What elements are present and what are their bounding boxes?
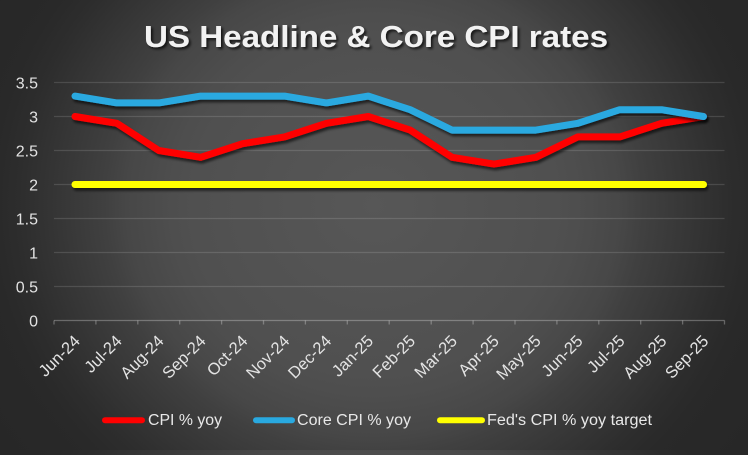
svg-text:0: 0 bbox=[29, 314, 38, 331]
svg-text:Aug-24: Aug-24 bbox=[117, 332, 167, 382]
svg-text:3.5: 3.5 bbox=[16, 76, 38, 93]
svg-text:Core CPI % yoy: Core CPI % yoy bbox=[297, 412, 411, 429]
svg-text:Mar-25: Mar-25 bbox=[411, 332, 461, 382]
svg-text:Fed's CPI % yoy target: Fed's CPI % yoy target bbox=[487, 412, 653, 429]
svg-text:CPI % yoy: CPI % yoy bbox=[148, 412, 222, 429]
svg-text:Nov-24: Nov-24 bbox=[243, 332, 293, 382]
svg-text:Sep-25: Sep-25 bbox=[662, 332, 712, 382]
svg-text:0.5: 0.5 bbox=[16, 280, 38, 297]
svg-text:1: 1 bbox=[29, 246, 38, 263]
svg-text:Jan-25: Jan-25 bbox=[329, 332, 377, 380]
svg-text:Dec-24: Dec-24 bbox=[285, 332, 335, 382]
svg-text:1.5: 1.5 bbox=[16, 212, 38, 229]
svg-text:3: 3 bbox=[29, 110, 38, 127]
svg-text:May-25: May-25 bbox=[493, 332, 545, 384]
svg-text:2.5: 2.5 bbox=[16, 144, 38, 161]
svg-text:2: 2 bbox=[29, 178, 38, 195]
svg-text:Feb-25: Feb-25 bbox=[369, 332, 419, 382]
svg-text:Jun-24: Jun-24 bbox=[35, 332, 83, 380]
svg-text:Oct-24: Oct-24 bbox=[204, 332, 252, 380]
svg-text:Jun-25: Jun-25 bbox=[538, 332, 586, 380]
svg-text:Aug-25: Aug-25 bbox=[620, 332, 670, 382]
svg-text:Sep-24: Sep-24 bbox=[159, 332, 209, 382]
svg-text:US Headline & Core CPI rates: US Headline & Core CPI rates bbox=[144, 20, 608, 54]
